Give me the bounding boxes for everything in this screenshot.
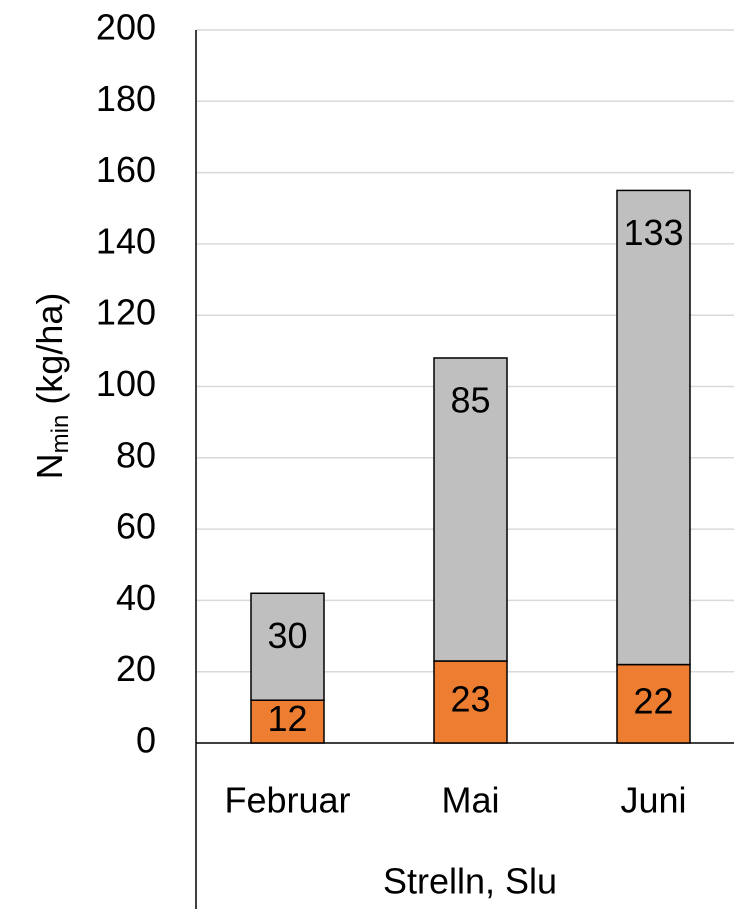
bar-segment xyxy=(616,189,691,666)
bar-segment xyxy=(433,357,508,662)
y-label-unit: (kg/ha) xyxy=(29,293,70,415)
y-tick-label: 80 xyxy=(116,434,156,475)
x-tick-label: Juni xyxy=(620,780,686,821)
x-tick-label: Mai xyxy=(441,780,499,821)
bar-segment xyxy=(250,592,325,701)
x-tick-label: Februar xyxy=(224,780,350,821)
y-label-sub: min xyxy=(47,415,74,454)
group-label: Strelln, Slu xyxy=(383,861,557,902)
y-label-main: N xyxy=(29,453,70,479)
data-label: 22 xyxy=(633,680,673,721)
data-label: 23 xyxy=(450,679,490,720)
y-tick-label: 160 xyxy=(96,149,156,190)
y-tick-label: 140 xyxy=(96,220,156,261)
data-label: 30 xyxy=(267,615,307,656)
data-label: 12 xyxy=(267,698,307,739)
data-label: 85 xyxy=(450,379,490,420)
y-tick-label: 60 xyxy=(116,506,156,547)
y-tick-label: 20 xyxy=(116,648,156,689)
y-tick-label: 40 xyxy=(116,577,156,618)
y-tick-label: 100 xyxy=(96,363,156,404)
y-tick-label: 200 xyxy=(96,7,156,48)
y-axis-label: Nmin (kg/ha) xyxy=(29,293,75,480)
bar-segment xyxy=(250,699,325,744)
y-tick-label: 180 xyxy=(96,78,156,119)
bar-segment xyxy=(616,663,691,744)
data-label: 133 xyxy=(623,212,683,253)
y-tick-label: 120 xyxy=(96,292,156,333)
y-tick-label: 0 xyxy=(136,720,156,761)
